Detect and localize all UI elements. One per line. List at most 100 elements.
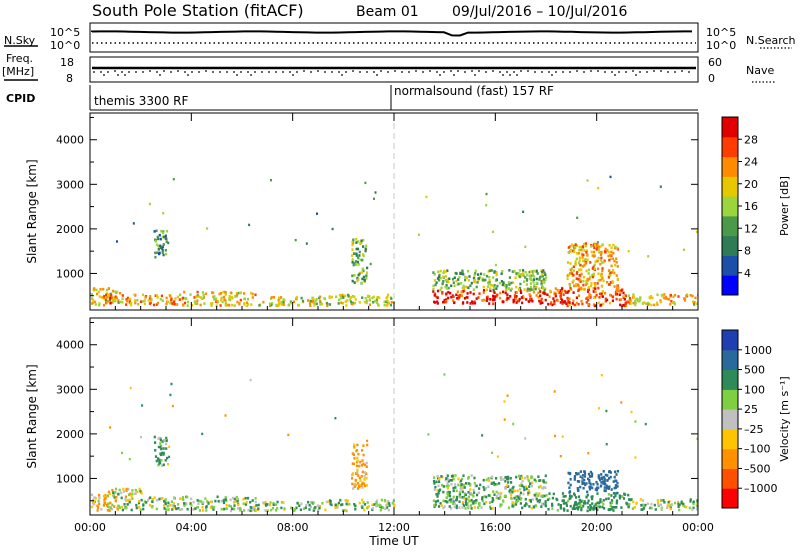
freq-panel: Freq. [MHz] 18 8 60 0 Nave xyxy=(2,52,776,85)
scatter-cell xyxy=(436,300,439,303)
scatter-cell xyxy=(572,279,575,283)
scatter-cell xyxy=(361,459,364,462)
scatter-cell xyxy=(196,299,199,302)
scatter-cell xyxy=(495,271,498,274)
scatter-cell xyxy=(632,500,635,504)
scatter-cell xyxy=(609,271,612,275)
scatter-cell xyxy=(545,276,548,279)
scatter-cell xyxy=(487,477,490,480)
scatter-cell xyxy=(269,304,272,308)
scatter-cell xyxy=(354,504,357,508)
scatter-cell xyxy=(105,298,108,302)
scatter-cell xyxy=(357,240,360,243)
scatter-cell xyxy=(387,500,390,503)
scatter-cell xyxy=(253,505,256,509)
scatter-cell xyxy=(117,299,120,302)
scatter-cell xyxy=(185,297,188,301)
nave-dot xyxy=(268,71,270,73)
scatter-cell xyxy=(587,298,590,302)
scatter-cell xyxy=(568,494,572,497)
scatter-cell xyxy=(458,491,461,494)
scatter-cell xyxy=(444,300,447,304)
scatter-cell xyxy=(179,293,182,297)
scatter-cell xyxy=(587,506,590,509)
scatter-cell xyxy=(130,301,133,305)
scatter-cell xyxy=(454,474,457,477)
scatter-cell xyxy=(233,501,236,504)
scatter-cell xyxy=(463,289,466,293)
scatter-cell xyxy=(578,248,581,252)
scatter-cell xyxy=(473,280,476,283)
scatter-cell xyxy=(462,501,465,504)
scatter-cell xyxy=(507,485,510,488)
scatter-cell xyxy=(353,274,356,277)
scatter-cell xyxy=(225,504,228,507)
scatter-cell xyxy=(128,297,131,301)
nave-dot xyxy=(205,70,207,72)
scatter-cell xyxy=(498,482,501,485)
scatter-cell xyxy=(373,503,376,506)
scatter-cell xyxy=(231,507,234,511)
scatter-cell xyxy=(616,469,619,473)
scatter-cell xyxy=(221,300,224,304)
scatter-cell xyxy=(494,483,497,486)
scatter-cell xyxy=(439,269,442,273)
scatter-cell xyxy=(587,288,590,292)
scatter-cell xyxy=(138,487,141,491)
scatter-cell xyxy=(224,299,227,302)
scatter-cell xyxy=(176,295,179,299)
scatter-cell xyxy=(358,501,361,505)
scatter-cell xyxy=(470,300,474,303)
scatter-cell xyxy=(119,291,122,295)
scatter-cell xyxy=(532,288,535,292)
scatter-cell xyxy=(262,300,265,304)
scatter-cell xyxy=(460,282,463,285)
scatter-cell xyxy=(559,455,562,458)
scatter-cell xyxy=(458,506,461,509)
scatter-cell xyxy=(567,299,570,302)
scatter-cell xyxy=(590,284,593,288)
scatter-cell xyxy=(693,301,696,304)
scatter-cell xyxy=(115,496,118,499)
scatter-cell xyxy=(302,507,306,511)
scatter-cell xyxy=(605,497,608,501)
scatter-cell xyxy=(529,282,532,285)
scatter-cell xyxy=(609,475,612,479)
scatter-cell xyxy=(114,290,117,293)
x-tick-label: 20:00 xyxy=(581,521,613,534)
scatter-cell xyxy=(358,301,361,304)
scatter-cell xyxy=(556,498,559,502)
scatter-cell xyxy=(106,494,109,497)
scatter-cell xyxy=(165,252,168,256)
scatter-cell xyxy=(139,489,142,493)
scatter-cell xyxy=(659,185,662,188)
scatter-cell xyxy=(596,483,599,486)
scatter-cell xyxy=(444,270,447,274)
scatter-cell xyxy=(359,242,362,245)
freq-label: Freq. xyxy=(6,52,33,65)
scatter-cell xyxy=(157,237,160,241)
scatter-cell xyxy=(134,488,137,492)
scatter-cell xyxy=(627,294,630,297)
scatter-cell xyxy=(577,294,581,297)
scatter-cell xyxy=(469,291,472,294)
scatter-cell xyxy=(230,295,233,299)
scatter-cell xyxy=(205,509,208,512)
scatter-cell xyxy=(529,482,532,486)
scatter-cell xyxy=(266,503,269,506)
scatter-cell xyxy=(571,272,574,275)
scatter-cell xyxy=(165,442,168,446)
scatter-cell xyxy=(627,250,630,253)
scatter-cell xyxy=(486,285,490,288)
scatter-cell xyxy=(457,278,460,281)
cpid-bar: CPID themis 3300 RF normalsound (fast) 1… xyxy=(6,84,698,111)
scatter-cell xyxy=(515,295,518,298)
scatter-cell xyxy=(514,500,518,504)
scatter-cell xyxy=(125,298,128,301)
scatter-cell xyxy=(128,300,131,303)
scatter-cell xyxy=(439,276,442,280)
scatter-cell xyxy=(137,500,141,503)
scatter-cell xyxy=(571,302,574,305)
scatter-cell xyxy=(582,287,585,291)
scatter-cell xyxy=(482,291,485,294)
